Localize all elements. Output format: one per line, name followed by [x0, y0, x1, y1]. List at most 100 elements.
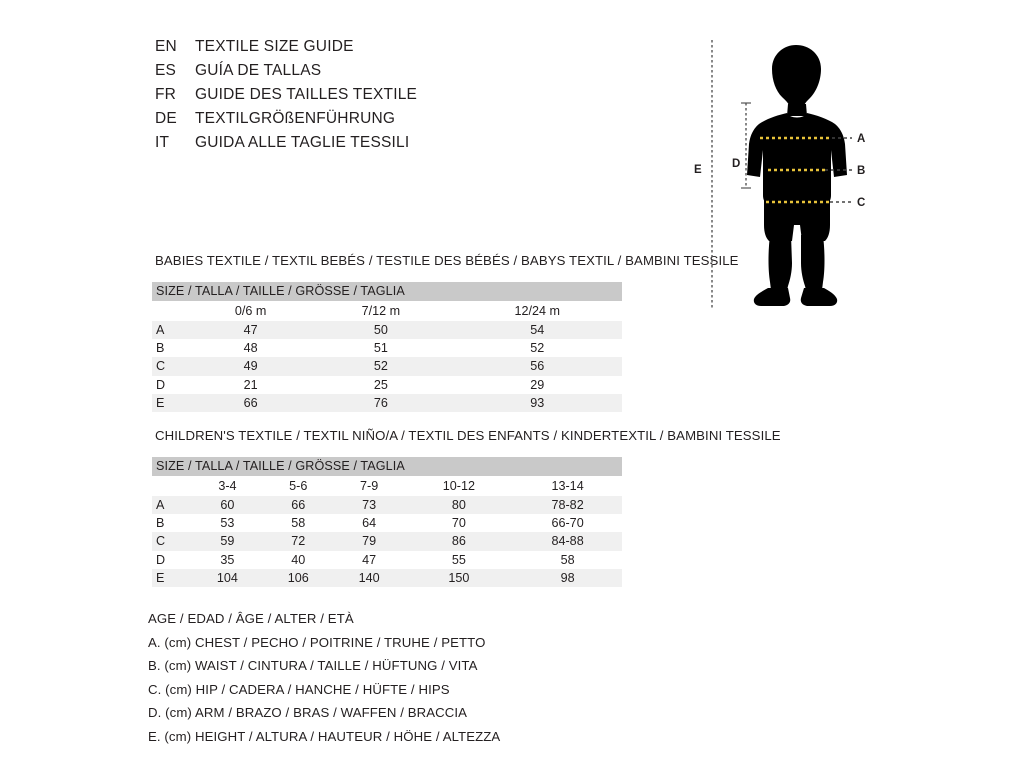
table-row: C 59 72 79 86 84-88 [152, 532, 622, 551]
legend-line-hip: C. (cm) HIP / CADERA / HANCHE / HÜFTE / … [148, 681, 450, 697]
dimension-label-e: E [694, 164, 702, 176]
babies-cell-e-0: 66 [192, 393, 310, 413]
babies-cell-a-0: 47 [192, 321, 310, 340]
neck-shape [787, 104, 807, 116]
children-cell-a-2: 73 [333, 496, 405, 515]
children-cell-d-1: 40 [291, 552, 306, 567]
children-cell-d-4: 58 [560, 552, 575, 567]
title-row-es: ES GUÍA DE TALLAS [155, 62, 417, 86]
dimension-label-b: B [857, 165, 866, 177]
children-row-label-a: A [152, 496, 192, 515]
title-row-fr: FR GUIDE DES TAILLES TEXTILE [155, 86, 417, 110]
table-row: C 49 52 56 [152, 357, 622, 376]
babies-cell-c-2: 56 [452, 357, 622, 376]
title-lang-it: IT [155, 134, 170, 151]
babies-row-label-e: E [152, 393, 192, 413]
children-col-header-1: 5-6 [262, 476, 334, 496]
table-row: A 60 66 73 80 78-82 [152, 496, 622, 515]
children-col-header-3: 10-12 [404, 476, 514, 496]
dimension-label-d: D [732, 158, 741, 170]
babies-column-headers: 0/6 m 7/12 m 12/24 m [152, 301, 622, 321]
babies-row-label-a: A [152, 321, 192, 340]
children-cell-d-2: 47 [362, 552, 377, 567]
children-cell-b-2: 64 [362, 516, 377, 531]
children-header-bar-label: SIZE / TALLA / TAILLE / GRÖSSE / TAGLIA [152, 457, 622, 476]
children-cell-d-0: 35 [220, 552, 235, 567]
right-leg-shape [801, 235, 825, 298]
title-lang-de: DE [155, 110, 177, 127]
left-shoe-shape [753, 288, 791, 306]
children-row-label-b: B [156, 516, 165, 531]
babies-cell-c-1: 52 [309, 357, 453, 376]
legend-line-height: E. (cm) HEIGHT / ALTURA / HAUTEUR / HÖHE… [148, 728, 501, 744]
babies-cell-b-2: 52 [530, 341, 545, 356]
table-row: E 66 76 93 [152, 393, 622, 413]
table-row: B 48 51 52 [152, 339, 622, 357]
table-row: D 35 40 47 55 58 [152, 551, 622, 569]
left-leg-shape [768, 235, 792, 298]
title-row-de: DE TEXTILGRÖßENFÜHRUNG [155, 110, 417, 134]
children-cell-a-4: 78-82 [513, 496, 622, 515]
babies-col-header-1: 7/12 m [309, 301, 453, 321]
children-cell-c-0: 59 [192, 532, 263, 551]
children-row-label-e: E [152, 568, 192, 588]
children-row-label-c: C [152, 532, 192, 551]
children-cell-c-1: 72 [262, 532, 334, 551]
babies-cell-a-2: 54 [452, 321, 622, 340]
dimension-label-c: C [857, 197, 866, 209]
dimension-label-a: A [857, 133, 866, 145]
children-cell-b-3: 70 [451, 516, 466, 531]
babies-header-bar-label: SIZE / TALLA / TAILLE / GRÖSSE / TAGLIA [152, 282, 622, 301]
babies-row-label-d: D [156, 377, 166, 392]
table-row: E 104 106 140 150 98 [152, 568, 622, 588]
children-cell-e-4: 98 [513, 568, 622, 588]
babies-cell-d-1: 25 [373, 377, 388, 392]
children-cell-a-3: 80 [404, 496, 514, 515]
title-lang-en: EN [155, 38, 177, 55]
babies-row-label-b: B [156, 341, 165, 356]
right-shoe-shape [800, 288, 838, 306]
title-text-fr: GUIDE DES TAILLES TEXTILE [195, 86, 418, 103]
children-cell-a-0: 60 [192, 496, 263, 515]
babies-col-header-0: 0/6 m [192, 301, 310, 321]
measurement-diagram: E D A B C [660, 20, 1020, 340]
babies-cell-d-2: 29 [530, 377, 545, 392]
children-cell-a-1: 66 [262, 496, 334, 515]
children-cell-d-3: 55 [451, 552, 466, 567]
children-cell-b-4: 66-70 [551, 516, 584, 531]
babies-col-header-2: 12/24 m [452, 301, 622, 321]
shorts-shape [764, 198, 830, 241]
title-lang-es: ES [155, 62, 177, 79]
children-col-header-2: 7-9 [333, 476, 405, 496]
children-column-headers: 3-4 5-6 7-9 10-12 13-14 [152, 476, 622, 496]
children-cell-c-3: 86 [404, 532, 514, 551]
table-row: A 47 50 54 [152, 321, 622, 340]
title-text-es: GUÍA DE TALLAS [195, 62, 322, 79]
babies-section-caption: BABIES TEXTILE / TEXTIL BEBÉS / TESTILE … [155, 253, 739, 268]
torso-shirt-shape [747, 113, 847, 203]
legend-line-age: AGE / EDAD / ÂGE / ALTER / ETÀ [148, 611, 354, 626]
table-row: B 53 58 64 70 66-70 [152, 514, 622, 532]
babies-cell-d-0: 21 [243, 377, 258, 392]
title-text-en: TEXTILE SIZE GUIDE [195, 38, 354, 55]
title-row-it: IT GUIDA ALLE TAGLIE TESSILI [155, 134, 417, 158]
children-cell-e-3: 150 [404, 568, 514, 588]
children-cell-b-0: 53 [220, 516, 235, 531]
title-row-en: EN TEXTILE SIZE GUIDE [155, 38, 417, 62]
babies-cell-b-0: 48 [243, 341, 258, 356]
legend-line-waist: B. (cm) WAIST / CINTURA / TAILLE / HÜFTU… [148, 658, 478, 673]
babies-cell-b-1: 51 [373, 341, 388, 356]
babies-header-bar: SIZE / TALLA / TAILLE / GRÖSSE / TAGLIA [152, 282, 622, 301]
babies-corner-cell [152, 301, 192, 321]
children-cell-b-1: 58 [291, 516, 306, 531]
children-cell-e-0: 104 [192, 568, 263, 588]
children-size-table: SIZE / TALLA / TAILLE / GRÖSSE / TAGLIA … [152, 457, 622, 588]
children-cell-e-2: 140 [333, 568, 405, 588]
silhouette-svg [711, 40, 852, 308]
babies-size-table: SIZE / TALLA / TAILLE / GRÖSSE / TAGLIA … [152, 282, 622, 413]
babies-row-label-c: C [152, 357, 192, 376]
babies-cell-e-2: 93 [452, 393, 622, 413]
children-cell-c-4: 84-88 [513, 532, 622, 551]
babies-cell-c-0: 49 [192, 357, 310, 376]
children-corner-cell [152, 476, 192, 496]
